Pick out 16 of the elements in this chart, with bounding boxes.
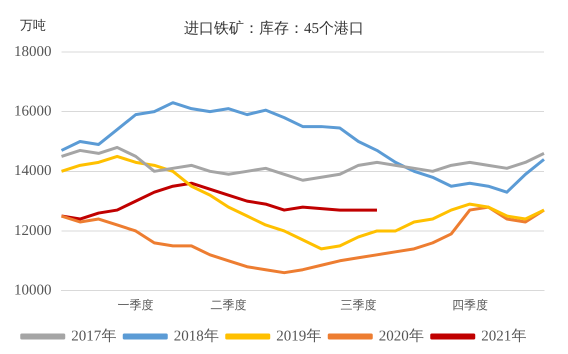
legend-label: 2020年 <box>378 327 424 344</box>
x-tick-label: 一季度 <box>118 298 154 312</box>
y-tick-label: 18000 <box>14 44 52 60</box>
legend-label: 2021年 <box>481 327 526 344</box>
y-tick-label: 10000 <box>14 282 52 299</box>
legend-label: 2019年 <box>276 327 322 344</box>
y-axis-title: 万吨 <box>20 17 46 32</box>
x-tick-label: 二季度 <box>210 298 247 312</box>
legend-label: 2017年 <box>71 327 116 344</box>
chart-title: 进口铁矿：库存：45个港口 <box>184 20 364 37</box>
y-tick-label: 14000 <box>14 163 52 180</box>
x-tick-label: 四季度 <box>452 298 488 312</box>
x-tick-label: 三季度 <box>340 298 376 312</box>
y-tick-label: 12000 <box>14 222 52 239</box>
y-tick-label: 16000 <box>14 104 52 120</box>
legend-label: 2018年 <box>174 327 219 344</box>
